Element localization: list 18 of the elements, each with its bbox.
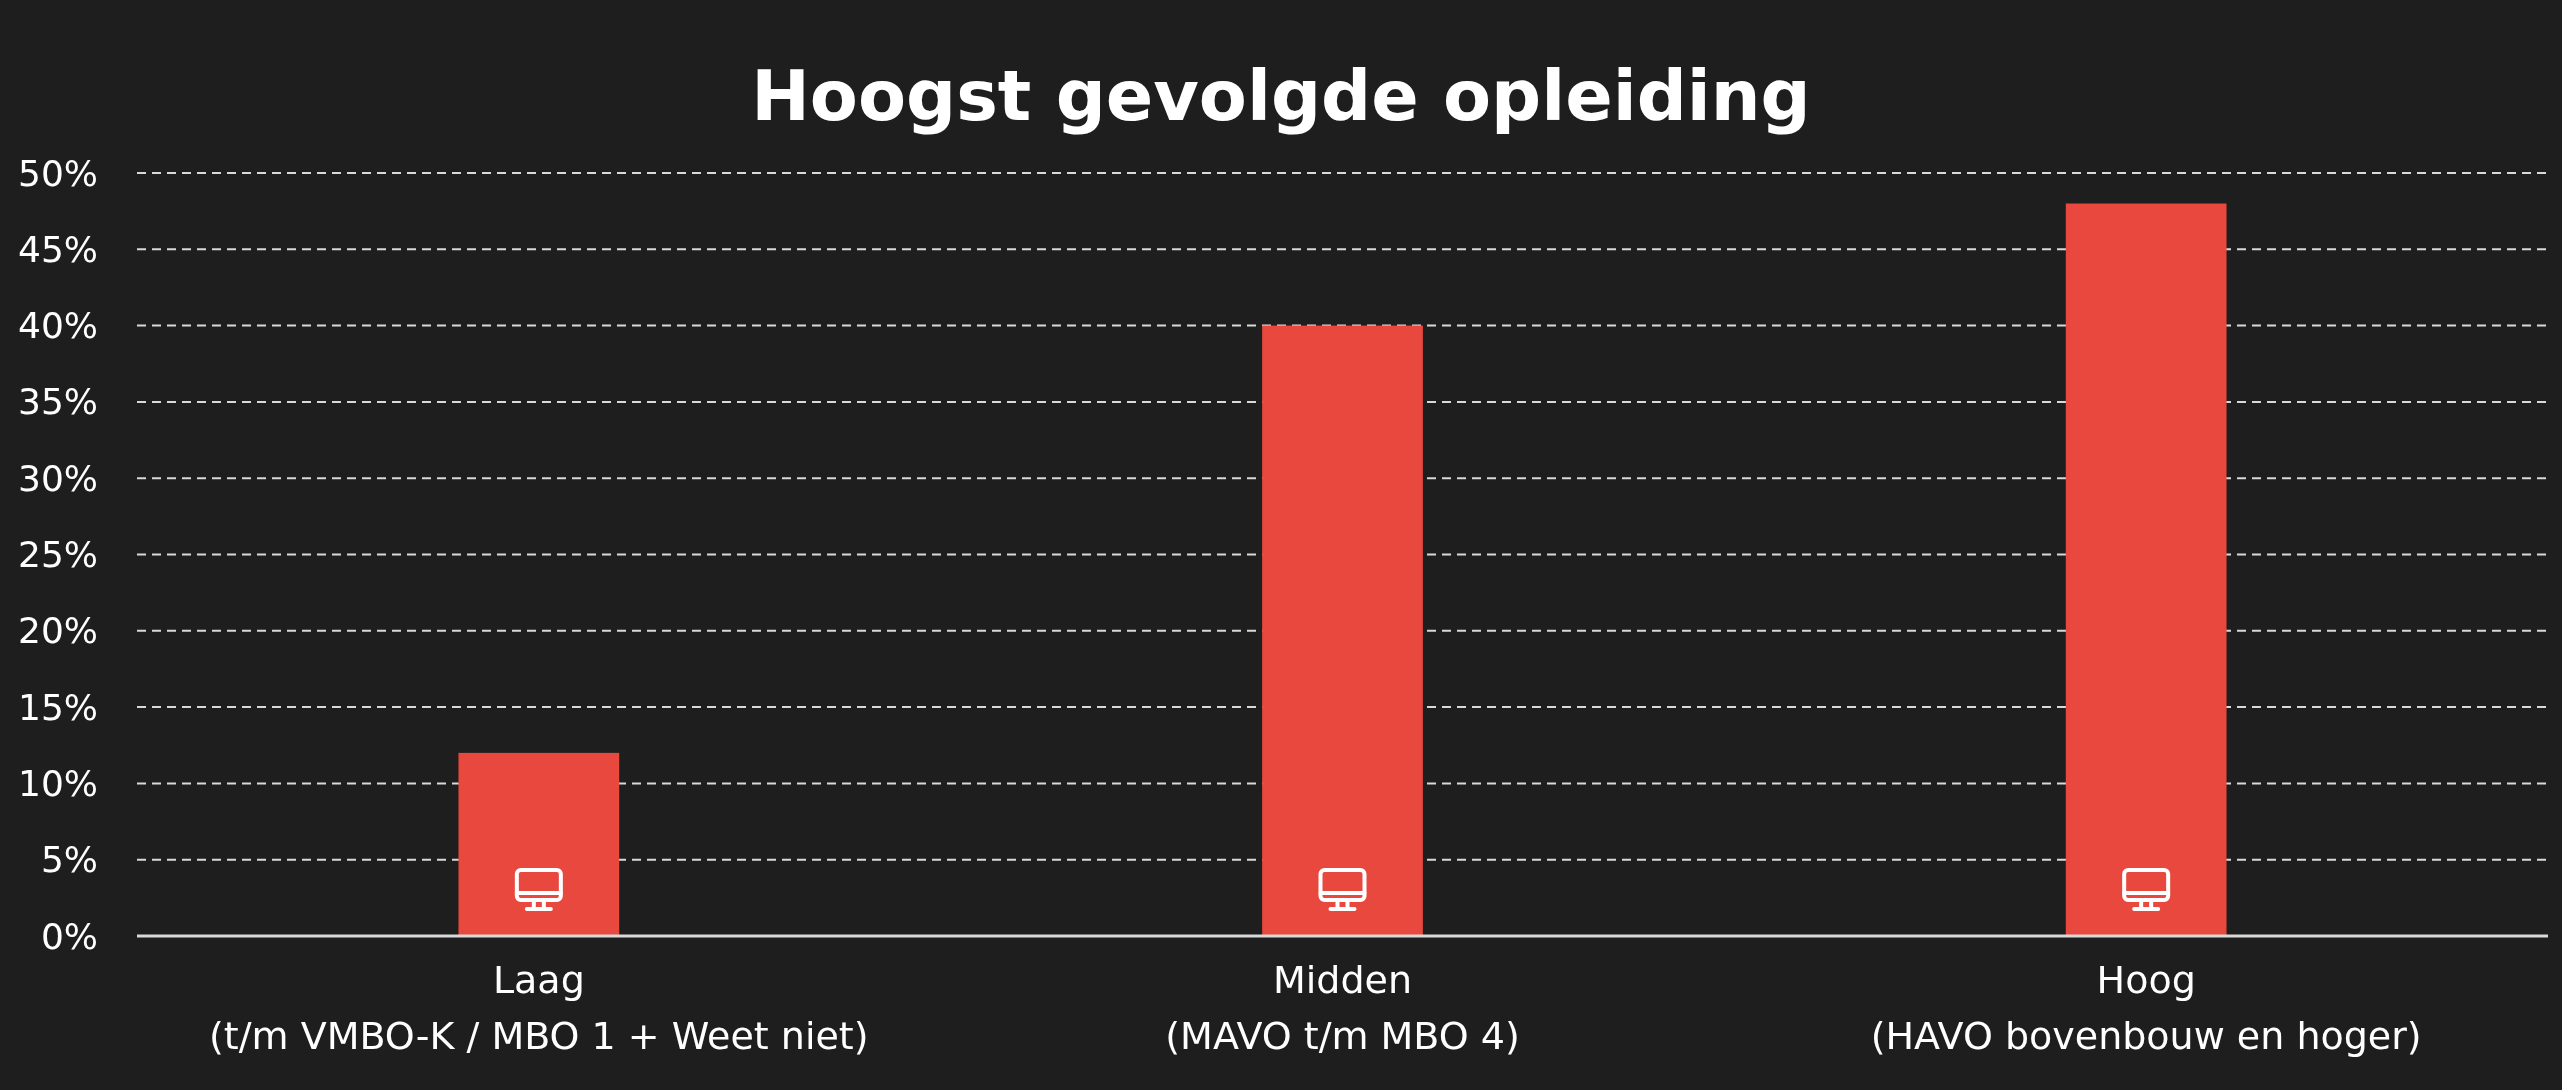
y-tick-label: 40% [17, 305, 98, 347]
x-tick-label: Midden (MAVO t/m MBO 4) [1165, 958, 1520, 1058]
bar [1262, 325, 1423, 936]
x-tick-label: Laag (t/m VMBO-K / MBO 1 + Weet niet) [209, 958, 869, 1058]
y-tick-label: 50% [17, 152, 98, 194]
y-tick-label: 20% [17, 610, 98, 652]
chart-title: Hoogst gevolgde opleiding [751, 55, 1811, 137]
y-tick-label: 0% [40, 915, 98, 957]
x-tick-label: Hoog (HAVO bovenbouw en hoger) [1870, 958, 2422, 1058]
y-tick-label: 10% [17, 762, 98, 804]
y-tick-label: 30% [17, 457, 98, 499]
y-tick-label: 25% [17, 534, 98, 575]
y-tick-label: 15% [17, 686, 98, 728]
bar [2065, 203, 2227, 936]
y-tick-label: 35% [17, 381, 98, 423]
bar [458, 752, 620, 936]
y-tick-label: 45% [17, 228, 98, 270]
y-tick-label: 5% [40, 839, 98, 881]
